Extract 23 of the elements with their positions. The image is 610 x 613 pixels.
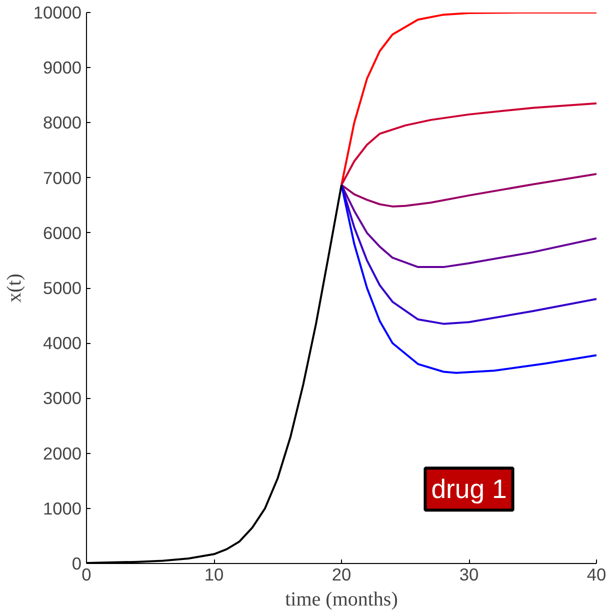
y-axis-title: x(t) [3,274,26,302]
y-tick-label: 3000 [42,388,82,408]
y-tick-label: 9000 [42,58,82,78]
line-series [340,184,596,268]
line-series [340,12,596,186]
x-tick-label: 20 [332,564,352,584]
line-series [340,102,596,186]
x-axis-title: time (months) [285,588,398,610]
line-series [340,184,596,325]
y-tick-label: 7000 [42,168,82,188]
y-tick-label: 5000 [42,278,82,298]
y-tick-label: 6000 [42,222,82,243]
x-tick-label: 40 [586,564,606,584]
y-tick-label: 4000 [42,333,82,354]
line-series [340,184,596,374]
y-tick-label: 10000 [33,2,82,22]
y-tick-label: 8000 [42,112,82,133]
y-tick-label: 2000 [42,443,82,464]
x-tick-label: 10 [204,564,224,584]
x-tick-label: 30 [459,564,479,584]
line-series [340,172,596,208]
y-tick-label: 1000 [42,498,82,518]
annotation: drug 1 [431,474,507,504]
